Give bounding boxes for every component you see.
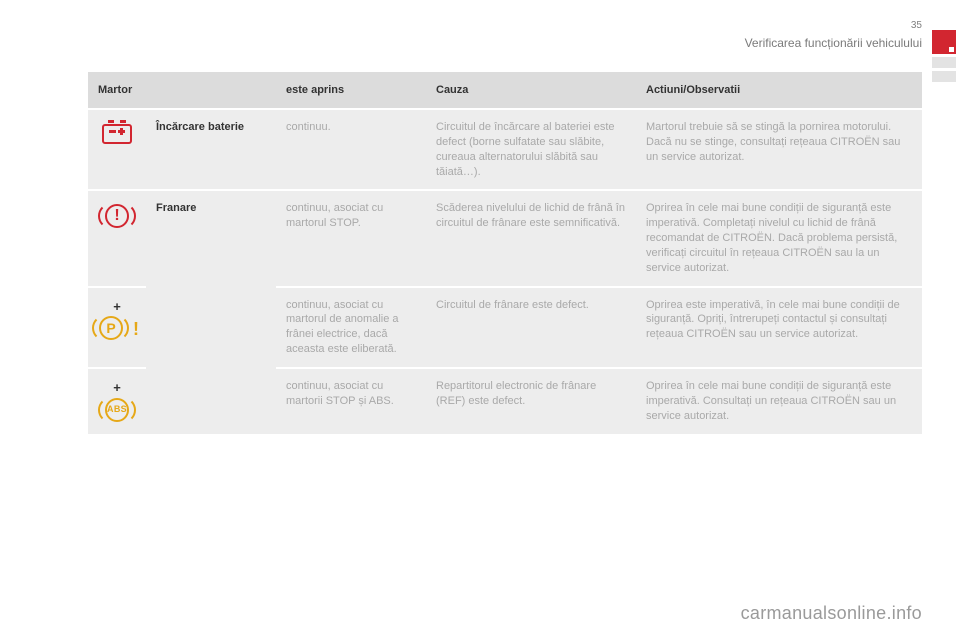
lit-cell: continuu, asociat cu martorii STOP și AB… — [276, 368, 426, 434]
lamp-icon-cell: + ABS — [88, 368, 146, 434]
watermark: carmanualsonline.info — [741, 603, 922, 624]
lamp-icon-cell: + P! — [88, 287, 146, 368]
lamp-label: Franare — [146, 190, 276, 433]
tab-spacer — [932, 57, 956, 68]
col-cause: Cauza — [426, 72, 636, 109]
lit-cell: continuu, asociat cu martorul de anomali… — [276, 287, 426, 368]
brake-icon: ! — [100, 203, 134, 229]
table-row: Încărcare baterie continuu. Circuitul de… — [88, 109, 922, 190]
section-tab — [932, 30, 956, 54]
lit-cell: continuu, asociat cu martorul STOP. — [276, 190, 426, 286]
cause-cell: Circuitul de frânare este defect. — [426, 287, 636, 368]
action-cell: Oprirea este imperativă, în cele mai bun… — [636, 287, 922, 368]
page-number: 35 — [911, 20, 922, 31]
warning-lamps-table: Martor este aprins Cauza Actiuni/Observa… — [88, 72, 922, 434]
col-lamp: Martor — [88, 72, 276, 109]
table-row: ! Franare continuu, asociat cu martorul … — [88, 190, 922, 286]
parking-brake-fault-icon: P! — [97, 315, 137, 341]
table-header-row: Martor este aprins Cauza Actiuni/Observa… — [88, 72, 922, 109]
plus-symbol: + — [92, 379, 142, 397]
cause-cell: Circuitul de încărcare al bateriei este … — [426, 109, 636, 190]
lamp-icon-cell — [88, 109, 146, 190]
cause-cell: Scăderea nivelului de lichid de frână în… — [426, 190, 636, 286]
plus-symbol: + — [92, 298, 142, 316]
action-cell: Martorul trebuie să se stingă la pornire… — [636, 109, 922, 190]
section-title: Verificarea funcționării vehiculului — [745, 36, 922, 50]
col-action: Actiuni/Observatii — [636, 72, 922, 109]
cause-cell: Repartitorul electronic de frânare (REF)… — [426, 368, 636, 434]
tab-spacer — [932, 71, 956, 82]
col-lit: este aprins — [276, 72, 426, 109]
action-cell: Oprirea în cele mai bune condiții de sig… — [636, 368, 922, 434]
lamp-label: Încărcare baterie — [146, 109, 276, 190]
action-cell: Oprirea în cele mai bune condiții de sig… — [636, 190, 922, 286]
abs-icon: ABS — [100, 397, 134, 423]
lamp-icon-cell: ! — [88, 190, 146, 286]
battery-icon — [102, 124, 132, 144]
lit-cell: continuu. — [276, 109, 426, 190]
